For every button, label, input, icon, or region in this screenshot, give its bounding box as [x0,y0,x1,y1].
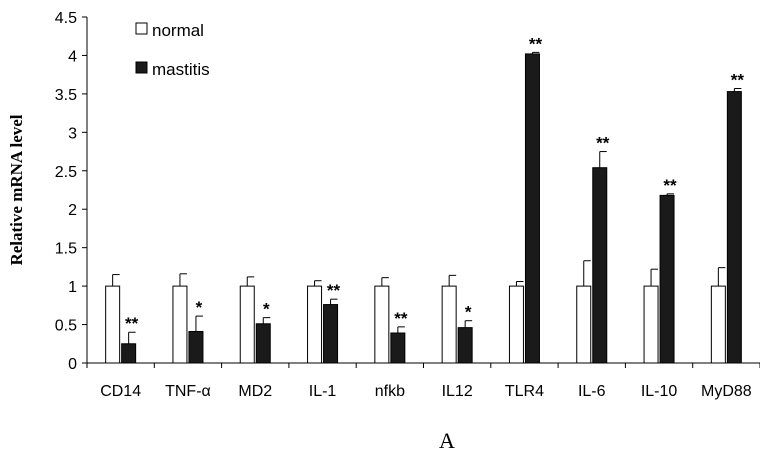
legend-swatch-normal [135,22,148,35]
significance-marker: ** [663,176,677,195]
y-tick-label: 4 [68,48,77,65]
legend-swatch-mastitis [135,61,148,74]
y-tick-label: 1.5 [55,241,77,258]
bar-normal [307,285,323,364]
bar-normal [576,285,592,364]
y-tick-label: 0.5 [55,318,77,335]
x-tick-label: TNF-α [165,383,211,400]
significance-marker: * [263,300,270,319]
significance-marker: ** [731,71,745,90]
bar-normal [508,285,524,364]
x-tick-label: MD2 [238,383,272,400]
significance-marker: ** [529,34,543,53]
y-tick-label: 3 [68,125,77,142]
significance-marker: * [465,303,472,322]
y-axis: 0 0.5 1 1.5 2 2.5 3 3.5 4 4.5 [55,10,88,373]
y-ticks: 0 0.5 1 1.5 2 2.5 3 3.5 4 4.5 [55,10,87,373]
bar-normal [172,285,188,364]
y-tick-label: 0 [68,356,77,373]
x-tick-label: nfkb [375,383,405,400]
significance-marker: ** [596,134,610,153]
y-axis-label: Relative mRNA level [7,114,26,265]
x-tick-label: IL-10 [641,383,678,400]
bar-normal [374,285,390,364]
y-tick-label: 4.5 [55,10,77,27]
legend-label-normal: normal [152,21,204,40]
bar-normal [441,285,457,364]
x-ticks: CD14 TNF-α MD2 IL-1 nfkb IL12 TLR4 IL-6 IL-10 MyD… [86,363,760,400]
bar-mastitis [121,343,137,364]
x-tick-label: CD14 [100,383,141,400]
x-tick-label: MyD88 [701,383,752,400]
bar-mastitis [255,323,271,364]
bar-mastitis [524,53,540,364]
panel-label: A [439,428,455,453]
bar-normal [105,285,121,364]
y-tick-label: 2 [68,202,77,219]
x-tick-label: IL12 [442,383,473,400]
bar-mastitis [659,194,675,364]
significance-marker: ** [394,309,408,328]
x-tick-label: TLR4 [505,383,544,400]
legend-label-mastitis: mastitis [152,60,210,79]
bar-normal [710,285,726,364]
bar-mastitis [390,332,406,364]
bar-mastitis [323,304,339,364]
bar-mastitis [726,91,742,364]
x-tick-label: IL-1 [309,383,337,400]
y-tick-label: 3.5 [55,87,77,104]
x-axis: CD14 TNF-α MD2 IL-1 nfkb IL12 TLR4 IL-6 IL-10 MyD… [86,362,760,400]
y-tick-label: 1 [68,279,77,296]
legend: normal mastitis [135,21,210,79]
significance-marker: ** [327,281,341,300]
y-tick-label: 2.5 [55,164,77,181]
x-tick-label: IL-6 [578,383,606,400]
significance-marker: ** [125,314,139,333]
bar-normal [239,285,255,364]
bar-mastitis [188,330,204,364]
significance-marker: * [196,298,203,317]
bar-mastitis [457,327,473,364]
bar-mastitis [592,167,608,364]
bar-normal [643,285,659,364]
bars: *** ***** ********* [105,34,745,364]
